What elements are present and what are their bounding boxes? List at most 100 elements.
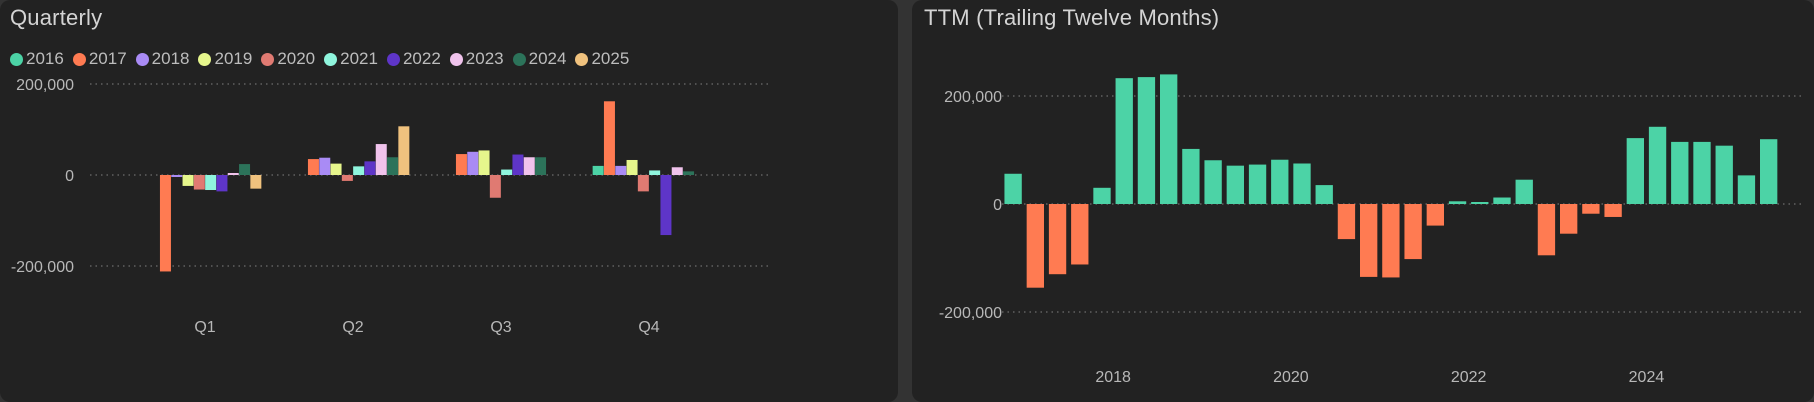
bar-2024-Q1[interactable] [239,164,251,175]
legend-item-2022[interactable]: 2022 [386,49,441,69]
ttm-bar[interactable] [1048,204,1067,275]
bar-2023-Q1[interactable] [227,173,239,175]
bar-2024-Q3[interactable] [535,157,547,175]
legend-item-2019[interactable]: 2019 [198,49,252,69]
legend-item-2020[interactable]: 2020 [261,49,315,69]
legend-label: 2018 [151,49,190,68]
bar-2021-Q1[interactable] [205,175,217,191]
x-tick-label: 2018 [1095,369,1131,386]
bar-2018-Q3[interactable] [467,151,479,175]
bar-2022-Q1[interactable] [216,175,228,192]
ttm-bar[interactable] [1493,197,1511,204]
ttm-bar[interactable] [1115,78,1133,204]
bar-2019-Q2[interactable] [330,163,342,175]
ttm-bar[interactable] [1693,141,1711,204]
ttm-bar[interactable] [1315,185,1333,204]
ttm-bar[interactable] [1515,179,1533,204]
bar-2019-Q4[interactable] [626,159,638,175]
ttm-bar[interactable] [1248,164,1267,204]
ttm-bar[interactable] [1604,204,1622,217]
ttm-bar[interactable] [1560,204,1578,234]
bar-2022-Q2[interactable] [364,161,376,175]
quarterly-legend: 2016 2017 2018 2019 2020 2021 2022 2023 2024 2025 [10,49,638,69]
ttm-bar[interactable] [1626,138,1644,204]
legend-item-2021[interactable]: 2021 [324,49,378,69]
bar-2023-Q2[interactable] [375,144,387,175]
ttm-bar[interactable] [1404,204,1422,260]
bar-2019-Q3[interactable] [478,150,490,175]
bar-2018-Q2[interactable] [319,157,331,175]
ttm-bar[interactable] [1337,204,1356,240]
bar-2021-Q4[interactable] [649,170,661,175]
ttm-bar[interactable] [1026,204,1044,288]
bar-2017-Q2[interactable] [307,159,319,175]
ttm-bar[interactable] [1737,175,1756,204]
ttm-bar[interactable] [1715,145,1733,204]
ttm-bar[interactable] [1137,77,1156,204]
bar-2016-Q4[interactable] [592,165,604,175]
bar-2018-Q1[interactable] [171,175,183,177]
ttm-bar[interactable] [1448,201,1467,204]
legend-item-2017[interactable]: 2017 [72,49,127,69]
legend-item-2018[interactable]: 2018 [135,49,190,69]
legend-label: 2017 [88,49,127,68]
ttm-bar[interactable] [1293,163,1311,205]
bar-2017-Q3[interactable] [455,154,467,175]
bar-2023-Q3[interactable] [523,157,535,175]
ttm-bar[interactable] [1582,204,1600,214]
ttm-bar[interactable] [1648,126,1667,204]
bar-2020-Q4[interactable] [637,175,649,192]
bar-2025-Q2[interactable] [398,126,410,175]
bar-2017-Q4[interactable] [603,101,615,175]
ttm-bar[interactable] [1204,160,1222,204]
bar-2025-Q1[interactable] [250,175,262,189]
legend-item-2016[interactable]: 2016 [10,49,64,69]
y-tick-label: 0 [993,197,1002,214]
bar-2022-Q4[interactable] [660,175,672,236]
legend-swatch [72,52,86,66]
legend-item-2025[interactable]: 2025 [575,49,629,69]
ttm-bar[interactable] [1671,141,1689,204]
legend-swatch [324,52,338,66]
bar-2021-Q2[interactable] [353,166,365,175]
quarterly-panel: Quarterly 2016 2017 2018 2019 2020 2021 2022 20… [0,0,898,402]
ttm-bar[interactable] [1537,204,1556,256]
legend-label: 2025 [591,49,630,68]
bar-2024-Q2[interactable] [387,157,399,175]
ttm-bar[interactable] [1360,204,1378,277]
legend-label: 2016 [26,49,64,68]
bar-2020-Q2[interactable] [341,175,353,181]
x-tick-label: 2020 [1273,369,1309,386]
bar-2023-Q4[interactable] [671,167,683,175]
bar-2022-Q3[interactable] [512,154,524,175]
y-tick-label: 200,000 [16,77,74,94]
bar-2021-Q3[interactable] [501,169,513,175]
ttm-bar[interactable] [1471,202,1489,204]
x-tick-label: 2024 [1629,369,1665,386]
ttm-chart: 200,000 0 -200,000 2018 2020 2022 2024 [939,74,1802,386]
ttm-bar[interactable] [1160,74,1178,205]
x-tick-label: Q3 [490,319,511,336]
quarterly-title: Quarterly [10,5,103,30]
ttm-bar[interactable] [1182,148,1200,204]
bar-2020-Q3[interactable] [489,175,501,198]
ttm-bar[interactable] [1426,204,1444,226]
quarterly-chart: 200,000 0 -200,000 Q1 Q2 Q3 Q4 [11,77,770,336]
ttm-bar[interactable] [1093,187,1111,204]
bar-2020-Q1[interactable] [193,175,205,190]
bar-2024-Q4[interactable] [683,171,695,175]
bar-2019-Q1[interactable] [182,175,194,186]
ttm-bar[interactable] [1071,204,1089,265]
ttm-bar[interactable] [1382,204,1400,278]
bar-2017-Q1[interactable] [159,175,171,272]
bar-2018-Q4[interactable] [615,165,627,175]
ttm-panel: TTM (Trailing Twelve Months) 200,000 0 -20… [912,0,1814,402]
ttm-bar[interactable] [1760,139,1778,204]
legend-item-2024[interactable]: 2024 [512,49,566,69]
ttm-bar[interactable] [1004,173,1022,204]
legend-swatch [198,52,212,66]
x-tick-label: 2022 [1451,369,1487,386]
legend-item-2023[interactable]: 2023 [449,49,504,69]
ttm-bar[interactable] [1271,159,1289,204]
ttm-bar[interactable] [1226,165,1244,204]
